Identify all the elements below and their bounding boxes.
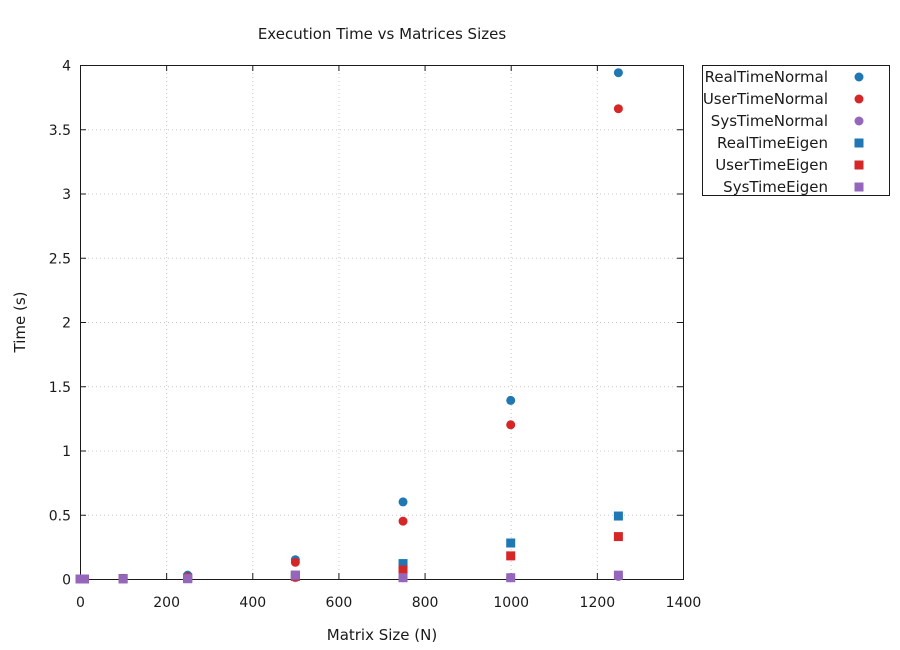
- plot-frame: [80, 65, 684, 580]
- x-tick-label: 600: [326, 595, 353, 611]
- series-SysTimeNormal: [75, 571, 623, 584]
- legend-label: RealTimeEigen: [717, 134, 828, 152]
- legend-label: UserTimeEigen: [715, 156, 828, 174]
- series-UserTimeEigen: [75, 532, 623, 584]
- data-point: [398, 559, 408, 569]
- data-point: [506, 551, 516, 561]
- series-RealTimeNormal: [75, 68, 623, 584]
- legend-marker: [854, 160, 864, 170]
- data-points: [75, 68, 623, 584]
- data-point: [79, 574, 89, 584]
- y-tick-label: 3: [62, 187, 71, 203]
- y-tick-label: 2: [62, 316, 71, 332]
- legend-label: RealTimeNormal: [705, 68, 828, 86]
- y-tick-label: 1.5: [49, 380, 71, 396]
- series-UserTimeNormal: [75, 104, 623, 584]
- data-point: [398, 565, 408, 575]
- y-tick-label: 4: [62, 59, 71, 75]
- data-point: [613, 68, 623, 78]
- legend-frame: [702, 65, 890, 196]
- data-point: [613, 511, 623, 521]
- y-tick-label: 1: [62, 444, 71, 460]
- series-SysTimeEigen: [75, 570, 623, 584]
- data-point: [506, 573, 516, 583]
- x-tick-label: 400: [239, 595, 266, 611]
- legend-marker: [854, 116, 864, 126]
- data-point: [613, 570, 623, 580]
- data-point: [398, 516, 408, 526]
- x-tick-label: 200: [153, 595, 180, 611]
- data-point: [506, 395, 516, 405]
- legend-label: SysTimeNormal: [711, 112, 828, 130]
- data-point: [290, 570, 300, 580]
- data-point: [118, 574, 128, 584]
- legend-marker: [854, 72, 864, 82]
- x-tick-label: 1400: [666, 595, 702, 611]
- data-point: [183, 574, 193, 584]
- series-RealTimeEigen: [75, 511, 623, 584]
- data-point: [613, 532, 623, 542]
- legend-marker: [854, 138, 864, 148]
- legend-label: UserTimeNormal: [703, 90, 828, 108]
- x-tick-label: 800: [412, 595, 439, 611]
- chart-title: Execution Time vs Matrices Sizes: [258, 25, 507, 43]
- x-axis-label: Matrix Size (N): [327, 626, 437, 644]
- y-tick-label: 2.5: [49, 251, 71, 267]
- legend: RealTimeNormal UserTimeNormal SysTimeNorma…: [702, 65, 890, 196]
- legend-label: SysTimeEigen: [723, 178, 828, 196]
- legend-marker: [854, 182, 864, 192]
- grid: [80, 65, 684, 580]
- axis-ticks: 0 200 400 600 800 1000 1200 1400 0 0.5 1 1.5 2 2.5 3 3.…: [49, 59, 702, 612]
- data-point: [398, 497, 408, 507]
- data-point: [613, 104, 623, 114]
- legend-marker: [854, 94, 864, 104]
- y-axis-label: Time (s): [11, 292, 29, 354]
- y-tick-label: 3.5: [49, 123, 71, 139]
- data-point: [506, 538, 516, 548]
- y-tick-label: 0: [62, 573, 71, 589]
- x-tick-label: 1200: [580, 595, 616, 611]
- x-tick-label: 1000: [493, 595, 529, 611]
- y-tick-label: 0.5: [49, 508, 71, 524]
- data-point: [290, 557, 300, 567]
- data-point: [506, 420, 516, 430]
- x-tick-label: 0: [76, 595, 85, 611]
- data-point: [398, 573, 408, 583]
